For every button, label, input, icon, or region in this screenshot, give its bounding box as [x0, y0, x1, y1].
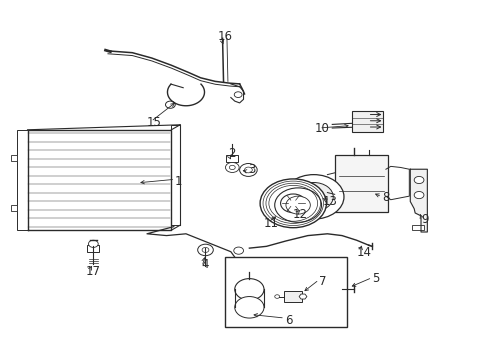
Circle shape — [260, 179, 326, 228]
Bar — [11, 205, 17, 211]
Text: 4: 4 — [202, 258, 209, 271]
Circle shape — [88, 240, 98, 247]
Text: 9: 9 — [420, 213, 428, 226]
Circle shape — [280, 194, 305, 213]
Text: 1: 1 — [175, 175, 182, 188]
Bar — [171, 125, 180, 225]
Circle shape — [274, 295, 279, 298]
Bar — [226, 155, 238, 162]
Circle shape — [225, 162, 239, 172]
Text: 3: 3 — [247, 163, 255, 176]
Polygon shape — [409, 169, 427, 232]
Circle shape — [294, 183, 332, 211]
Text: 11: 11 — [264, 217, 278, 230]
Bar — [224, 257, 346, 327]
Circle shape — [202, 247, 208, 252]
Bar — [411, 225, 424, 230]
Circle shape — [234, 297, 264, 318]
Text: 7: 7 — [318, 275, 325, 288]
Circle shape — [233, 247, 243, 254]
Text: 8: 8 — [382, 192, 389, 204]
Text: 10: 10 — [314, 122, 329, 135]
Text: 15: 15 — [146, 116, 162, 129]
Text: 14: 14 — [356, 246, 371, 259]
Text: 5: 5 — [372, 272, 379, 285]
Text: 17: 17 — [86, 265, 101, 278]
Text: 16: 16 — [217, 30, 232, 43]
Bar — [284, 291, 302, 302]
Circle shape — [229, 165, 235, 170]
Circle shape — [239, 163, 257, 176]
Text: 2: 2 — [228, 147, 236, 159]
Bar — [334, 155, 387, 212]
Circle shape — [234, 279, 264, 300]
Circle shape — [234, 92, 242, 98]
Polygon shape — [299, 294, 306, 299]
Bar — [17, 130, 27, 230]
Circle shape — [197, 244, 213, 256]
Text: 12: 12 — [292, 208, 307, 221]
Circle shape — [413, 192, 423, 199]
Circle shape — [283, 175, 343, 219]
Text: 13: 13 — [322, 195, 337, 208]
Circle shape — [304, 190, 323, 204]
Circle shape — [413, 176, 423, 184]
Circle shape — [244, 167, 252, 173]
Bar — [11, 155, 17, 161]
Text: 6: 6 — [284, 314, 291, 327]
Bar — [87, 245, 99, 252]
Circle shape — [285, 196, 310, 214]
Bar — [351, 111, 383, 132]
Circle shape — [165, 101, 175, 108]
